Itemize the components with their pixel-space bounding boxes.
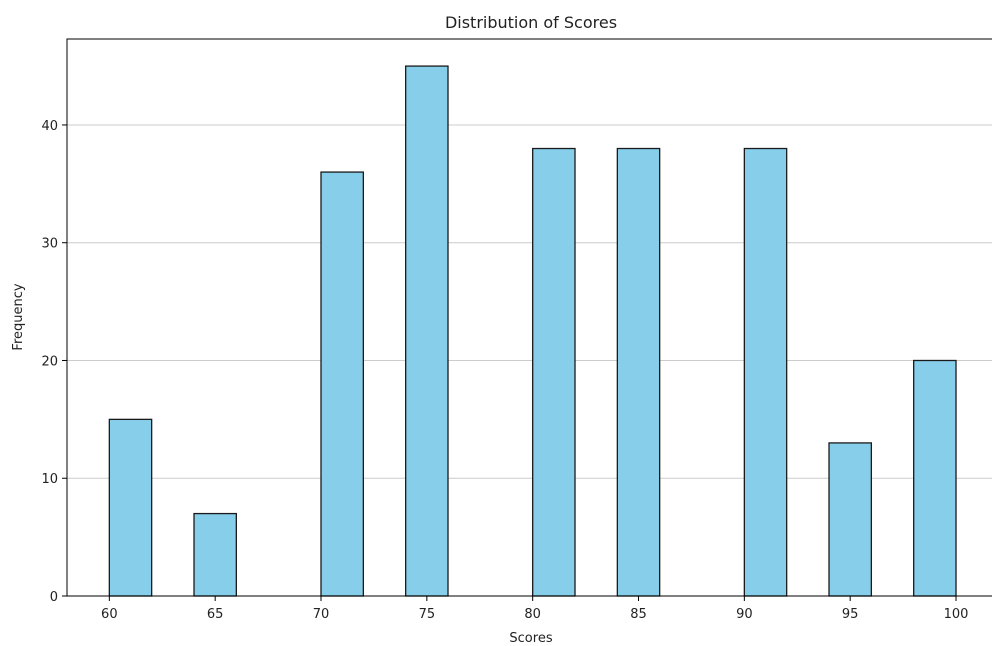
y-axis-ticks: 0 10 20 30 40 <box>41 119 67 605</box>
axes <box>66 38 992 597</box>
x-tick-label: 75 <box>419 607 436 622</box>
x-tick-label: 65 <box>207 607 224 622</box>
y-tick-label: 20 <box>41 354 58 369</box>
chart-title: Distribution of Scores <box>445 13 617 32</box>
x-tick-label: 60 <box>101 607 118 622</box>
x-tick-label: 100 <box>944 607 969 622</box>
y-tick-label: 40 <box>41 119 58 134</box>
bar-2 <box>320 171 364 597</box>
bar-1 <box>193 512 237 597</box>
gridlines <box>67 124 992 479</box>
x-tick-label: 85 <box>630 607 647 622</box>
x-axis-label: Scores <box>509 631 552 646</box>
y-axis-label: Frequency <box>11 283 26 350</box>
plot-frame <box>66 38 992 597</box>
bar-6 <box>743 147 788 597</box>
y-tick-label: 30 <box>41 237 58 252</box>
x-axis-ticks: 60 65 70 75 80 85 90 95 100 <box>101 596 968 622</box>
y-tick-label: 10 <box>41 472 58 487</box>
bar-4 <box>532 147 576 597</box>
x-tick-label: 95 <box>842 607 859 622</box>
x-tick-label: 90 <box>736 607 753 622</box>
bar-3 <box>405 65 449 597</box>
y-tick-label: 0 <box>50 590 58 605</box>
x-tick-label: 70 <box>313 607 330 622</box>
bar-7 <box>828 442 872 597</box>
bar-5 <box>616 147 661 597</box>
bar-0 <box>108 418 153 597</box>
bars <box>108 65 957 597</box>
x-tick-label: 80 <box>524 607 541 622</box>
bar-8 <box>913 359 957 597</box>
